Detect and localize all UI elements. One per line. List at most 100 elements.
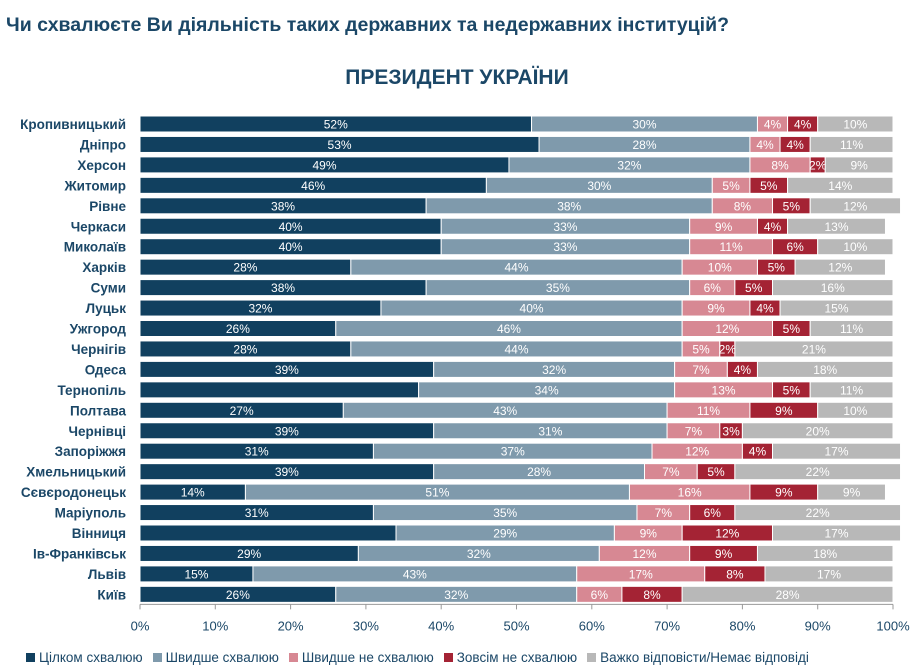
data-label: 4% [756, 138, 774, 152]
data-label: 2% [809, 158, 827, 172]
bar-segment [809, 320, 894, 337]
data-label: 43% [493, 404, 517, 418]
data-label: 18% [813, 363, 837, 377]
category-label: Одеса [85, 362, 127, 377]
bar-segment [139, 381, 420, 399]
data-label: 40% [520, 302, 544, 316]
data-label: 52% [324, 118, 348, 132]
category-label: Херсон [77, 158, 126, 173]
category-label: Чернігів [71, 342, 126, 357]
legend-swatch [443, 653, 453, 662]
data-label: 5% [783, 199, 801, 213]
category-label: Луцьк [86, 301, 127, 316]
x-tick-label: 10% [202, 618, 228, 633]
data-label: 29% [237, 547, 261, 561]
data-label: 28% [632, 138, 656, 152]
legend-item: Цілком схвалюю [26, 650, 143, 665]
legend-item: Важко відповісти/Немає відповіді [587, 650, 809, 665]
data-label: 39% [275, 465, 299, 479]
data-label: 9% [775, 486, 793, 500]
bar-segment [809, 135, 894, 153]
data-label: 4% [794, 118, 812, 132]
category-label: Київ [97, 587, 126, 602]
legend-swatch [26, 653, 35, 662]
data-label: 31% [538, 424, 562, 438]
data-label: 32% [444, 588, 468, 602]
data-label: 32% [467, 547, 491, 561]
data-label: 5% [768, 261, 786, 275]
bar-segment [681, 585, 894, 603]
legend-label: Важко відповісти/Немає відповіді [600, 650, 809, 665]
data-label: 29% [493, 527, 517, 541]
data-label: 11% [840, 383, 863, 397]
data-label: 10% [843, 118, 867, 132]
data-label: 22% [806, 465, 830, 479]
data-label: 35% [493, 506, 517, 520]
data-label: 16% [821, 281, 845, 295]
category-label: Миколаїв [64, 240, 126, 255]
data-label: 4% [764, 220, 782, 234]
x-tick-label: 80% [729, 618, 755, 633]
bar-segment [734, 504, 902, 522]
legend-item: Швидше схвалюю [152, 650, 279, 665]
data-label: 33% [553, 240, 577, 254]
data-label: 15% [184, 567, 208, 581]
legend-label: Зовсім не схвалюю [456, 650, 578, 665]
bar-segment [817, 483, 886, 501]
legend-label: Швидше схвалюю [165, 650, 279, 665]
data-label: 14% [181, 486, 205, 500]
legend-label: Цілком схвалюю [39, 650, 143, 665]
data-label: 9% [707, 302, 725, 316]
data-label: 9% [640, 527, 658, 541]
data-label: 4% [734, 363, 752, 377]
data-label: 5% [783, 383, 801, 397]
bar-segment [817, 115, 894, 133]
data-label: 5% [745, 281, 763, 295]
data-label: 12% [843, 199, 867, 213]
category-label: Сєвєродонецьк [21, 485, 126, 500]
bar-segment [824, 156, 894, 174]
data-label: 18% [813, 547, 837, 561]
data-label: 5% [783, 322, 801, 336]
data-label: 13% [825, 220, 849, 234]
category-label: Ужгород [70, 322, 127, 337]
x-tick-label: 50% [503, 618, 529, 633]
x-tick-label: 100% [876, 618, 910, 633]
bar-segment [787, 176, 894, 194]
data-label: 28% [527, 465, 551, 479]
data-label: 12% [632, 547, 656, 561]
data-label: 43% [403, 567, 427, 581]
data-label: 40% [279, 240, 303, 254]
data-label: 11% [720, 240, 743, 254]
data-label: 12% [685, 445, 709, 459]
data-label: 32% [617, 158, 641, 172]
category-label: Чернівці [69, 424, 127, 439]
bar-segment [779, 299, 894, 317]
data-label: 39% [275, 363, 299, 377]
data-label: 5% [707, 465, 725, 479]
x-tick-label: 90% [805, 618, 831, 633]
data-label: 17% [817, 567, 841, 581]
data-label: 11% [840, 138, 863, 152]
data-label: 12% [715, 322, 739, 336]
chart-title: ПРЕЗИДЕНТ УКРАЇНИ [345, 66, 569, 89]
bar-segment [772, 524, 902, 542]
bar-segment [756, 360, 894, 378]
data-label: 39% [275, 424, 299, 438]
data-label: 17% [825, 527, 849, 541]
bar-segment [772, 279, 894, 297]
x-tick-label: 30% [353, 618, 379, 633]
data-label: 22% [806, 506, 830, 520]
bar-segment [772, 442, 902, 460]
data-label: 26% [226, 322, 250, 336]
data-label: 30% [632, 118, 656, 132]
data-label: 7% [685, 424, 703, 438]
data-label: 10% [843, 240, 867, 254]
data-label: 16% [678, 486, 702, 500]
category-label: Житомир [63, 178, 126, 193]
data-label: 10% [708, 261, 732, 275]
legend: Цілком схвалюю Швидше схвалюю Швидше не сх… [26, 650, 906, 665]
data-label: 9% [775, 404, 793, 418]
data-label: 14% [828, 179, 852, 193]
